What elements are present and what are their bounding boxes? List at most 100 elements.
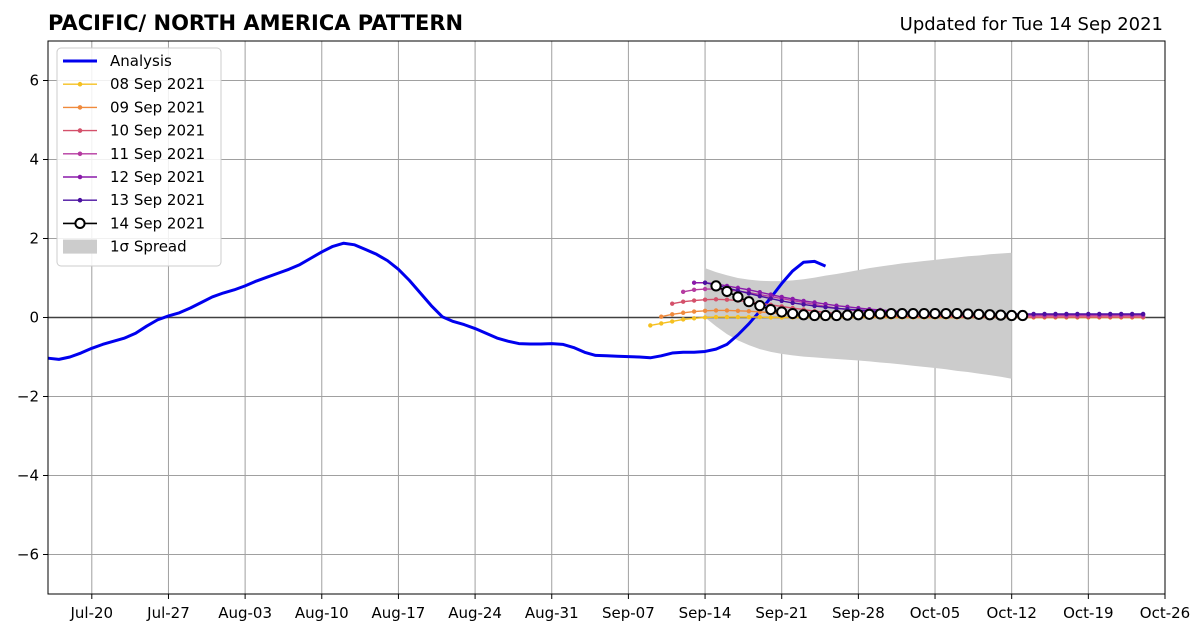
x-tick-label: Aug-10 [295, 604, 349, 622]
y-tick-label: 6 [29, 72, 39, 90]
forecast-point [691, 298, 697, 303]
forecast-point [713, 297, 719, 302]
x-tick-label: Sep-14 [679, 604, 732, 622]
legend-entry: 09 Sep 2021 [63, 98, 205, 116]
legend-entry: 10 Sep 2021 [63, 122, 205, 140]
forecast-point [812, 300, 817, 305]
forecast-series [710, 280, 1029, 322]
forecast-point [929, 307, 941, 320]
forecast-point [951, 307, 963, 320]
x-tick-label: Oct-05 [910, 604, 960, 622]
forecast-point [973, 308, 985, 320]
forecast-point [691, 280, 697, 285]
forecast-point [680, 317, 686, 322]
forecast-point [1129, 311, 1135, 317]
forecast-point [874, 308, 886, 320]
forecast-point [790, 296, 795, 302]
forecast-point [863, 308, 875, 320]
x-tick-label: Aug-17 [372, 604, 426, 622]
forecast-point [1075, 311, 1080, 317]
forecast-point [1064, 311, 1069, 317]
forecast-point [670, 301, 675, 306]
forecast-point [710, 280, 722, 292]
forecast-point [670, 319, 675, 324]
forecast-point [1097, 311, 1102, 317]
x-tick-label: Oct-26 [1140, 604, 1190, 622]
forecast-point [691, 287, 697, 293]
forecast-point [754, 300, 766, 312]
forecast-point [732, 291, 744, 303]
forecast-point [1053, 311, 1058, 317]
forecast-point [852, 309, 864, 321]
forecast-point [680, 289, 686, 295]
forecast-point [746, 287, 752, 293]
forecast-point [746, 291, 752, 296]
forecast-point [779, 294, 784, 300]
legend-entry: Analysis [63, 52, 172, 70]
forecast-point [768, 296, 773, 301]
forecast-point [801, 302, 806, 307]
legend-marker [77, 197, 83, 203]
forecast-point [746, 314, 752, 320]
forecast-point [768, 292, 773, 297]
y-tick-label: 2 [29, 230, 39, 248]
legend-marker [77, 81, 83, 87]
forecast-point [808, 309, 821, 322]
forecast-point [940, 307, 952, 320]
forecast-point [1086, 311, 1091, 317]
forecast-point [659, 321, 664, 326]
y-tick-label: −2 [17, 388, 39, 406]
forecast-point [1140, 311, 1146, 317]
forecast-point [801, 298, 806, 304]
forecast-point [670, 312, 675, 317]
forecast-point [885, 307, 897, 320]
forecast-point [1042, 311, 1047, 317]
analysis-layer [47, 241, 827, 361]
x-tick-label: Aug-31 [525, 604, 579, 622]
forecast-point [1118, 311, 1124, 317]
forecast-point [962, 308, 974, 320]
forecast-point [765, 304, 777, 316]
x-tick-label: Aug-24 [448, 604, 502, 622]
forecast-point [743, 296, 755, 308]
forecast-point [746, 308, 752, 314]
forecast-point [896, 307, 908, 320]
x-tick-label: Oct-19 [1063, 604, 1113, 622]
forecast-point [735, 314, 741, 320]
forecast-point [834, 306, 839, 311]
forecast-point [995, 309, 1007, 321]
forecast-point [648, 323, 653, 328]
forecast-point [1006, 309, 1018, 322]
legend: Analysis 08 Sep 2021 09 Sep 2021 10 Sep 202… [56, 47, 222, 267]
forecast-point [680, 310, 686, 315]
legend-label: 14 Sep 2021 [110, 214, 205, 232]
forecast-point [776, 306, 788, 318]
legend-entry: 14 Sep 2021 [63, 214, 205, 232]
forecast-point [830, 309, 843, 322]
y-tick-label: −4 [17, 467, 39, 485]
forecast-point [702, 286, 708, 292]
legend-entry: 08 Sep 2021 [63, 75, 205, 93]
y-tick-label: 4 [29, 151, 39, 169]
x-axis-ticks: Jul-20 Jul-27 Aug-03 Aug-10 Aug-17 Aug-24 Aug-… [69, 594, 1190, 622]
legend-marker [74, 217, 86, 229]
forecast-point [1108, 311, 1113, 317]
forecast-point [702, 315, 708, 320]
x-tick-label: Aug-03 [218, 604, 272, 622]
forecast-point [721, 285, 733, 298]
legend-entry: 1σ Spread [63, 238, 187, 256]
x-tick-label: Jul-20 [69, 604, 113, 622]
legend-label: 11 Sep 2021 [110, 145, 205, 163]
forecast-point [1031, 311, 1036, 317]
chart-subtitle: Updated for Tue 14 Sep 2021 [900, 14, 1163, 35]
legend-marker [77, 174, 83, 180]
forecast-point [819, 309, 832, 322]
forecast-point [779, 298, 784, 304]
forecast-point [724, 297, 730, 302]
forecast-point [1017, 309, 1029, 322]
forecast-point [702, 280, 708, 285]
forecast-point [907, 307, 919, 320]
legend-marker [77, 128, 83, 133]
forecast-point [702, 308, 708, 313]
